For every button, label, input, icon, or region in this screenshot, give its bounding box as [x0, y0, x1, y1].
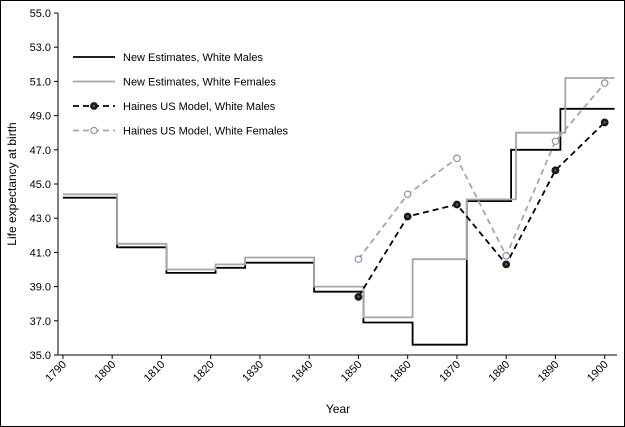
legend-label: Haines US Model, White Males — [123, 101, 276, 113]
x-tick-label: 1840 — [290, 359, 316, 385]
series-line-0 — [62, 107, 615, 346]
y-tick-label: 49.0 — [30, 111, 51, 123]
legend-item: Haines US Model, White Males — [73, 101, 276, 113]
x-tick-label: 1850 — [339, 359, 365, 385]
marker-open-circle-icon — [600, 79, 609, 87]
y-tick-label: 37.0 — [30, 316, 51, 328]
x-tick-label: 1810 — [142, 359, 168, 385]
legend-label: New Estimates, White Males — [123, 52, 263, 64]
x-tick-label: 1880 — [487, 359, 513, 385]
x-tick-label: 1830 — [240, 359, 266, 385]
marker-open-circle-icon — [453, 154, 461, 163]
y-tick-label: 53.0 — [30, 42, 51, 54]
x-tick-label: 1890 — [536, 359, 562, 385]
plot-area: 35.0 37.0 39.0 41.0 43.0 45.0 47.0 49.0 51.0 53.0… — [30, 8, 617, 384]
marker-open-circle-icon — [354, 255, 363, 264]
marker-center-dot-icon — [603, 121, 606, 124]
x-tick-label: 1870 — [437, 359, 463, 385]
x-axis-title: Year — [326, 402, 350, 416]
marker-center-dot-icon — [406, 215, 409, 218]
marker-center-dot-icon — [504, 263, 508, 266]
marker-center-dot-icon — [92, 104, 96, 108]
marker-center-dot-icon — [357, 295, 360, 299]
marker-open-circle-icon — [551, 137, 560, 146]
legend-label: Haines US Model, White Females — [123, 126, 289, 138]
marker-open-circle-icon — [403, 190, 412, 199]
y-tick-label: 51.0 — [30, 76, 51, 88]
x-tick-label: 1790 — [43, 359, 69, 385]
y-tick-label: 47.0 — [30, 145, 51, 157]
series-line-1 — [62, 77, 615, 319]
x-tick-label: 1820 — [191, 359, 217, 385]
y-tick-label: 41.0 — [30, 247, 51, 259]
marker-center-dot-icon — [554, 169, 557, 172]
y-axis-title: Life expectancy at birth — [5, 122, 19, 245]
y-tick-label: 55.0 — [30, 8, 51, 20]
x-tick-label: 1900 — [585, 359, 611, 385]
y-tick-label: 43.0 — [30, 213, 51, 225]
y-tick-label: 45.0 — [30, 179, 51, 191]
y-tick-label: 35.0 — [30, 350, 51, 362]
series-line-2 — [357, 121, 606, 298]
x-tick-label: 1860 — [388, 359, 414, 385]
legend-item: Haines US Model, White Females — [73, 126, 289, 138]
marker-open-circle-icon — [502, 252, 510, 260]
legend-item: New Estimates, White Females — [73, 77, 276, 89]
marker-center-dot-icon — [455, 203, 459, 206]
y-tick-label: 39.0 — [30, 282, 51, 294]
legend-item: New Estimates, White Males — [73, 52, 263, 64]
x-tick-label: 1800 — [92, 359, 118, 385]
legend-label: New Estimates, White Females — [123, 77, 276, 89]
marker-open-circle-icon — [90, 126, 98, 135]
